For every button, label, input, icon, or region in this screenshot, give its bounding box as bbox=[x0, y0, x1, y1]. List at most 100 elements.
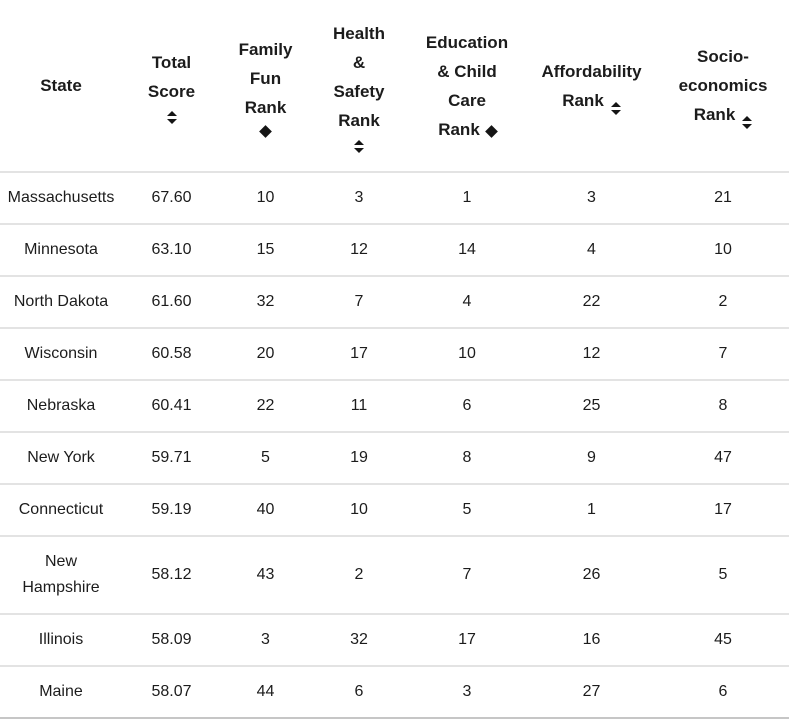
diamond-icon bbox=[259, 125, 272, 138]
cell-state: Minnesota bbox=[0, 224, 122, 277]
column-header-label-line: Rank bbox=[410, 115, 524, 144]
cell-education_child_care_rank: 8 bbox=[408, 432, 526, 485]
cell-health_safety_rank: 19 bbox=[310, 432, 408, 485]
sort-up-triangle bbox=[742, 116, 753, 121]
header-icon-line bbox=[312, 139, 406, 153]
column-header-label-line: & bbox=[352, 52, 366, 72]
cell-socio_economics_rank: 6 bbox=[657, 666, 789, 719]
sort-arrows-icon bbox=[166, 110, 177, 124]
column-header-label-line: Safety bbox=[333, 81, 385, 101]
sort-up-triangle bbox=[610, 101, 621, 107]
cell-state: Nebraska bbox=[0, 380, 122, 433]
cell-total_score: 59.19 bbox=[122, 484, 221, 537]
cell-education_child_care_rank: 5 bbox=[408, 484, 526, 537]
cell-total_score: 61.60 bbox=[122, 276, 221, 329]
cell-socio_economics_rank: 10 bbox=[657, 224, 789, 277]
cell-socio_economics_rank: 47 bbox=[657, 432, 789, 485]
table-row: New Hampshire 58.12 43 2 7 26 5 bbox=[0, 536, 789, 615]
column-header-total_score[interactable]: Total Score bbox=[122, 0, 221, 173]
column-header-education_child_care_rank[interactable]: Education & Child Care Rank bbox=[408, 0, 526, 173]
cell-family_fun_rank: 40 bbox=[221, 484, 310, 537]
column-header-label-line: Rank bbox=[528, 86, 655, 115]
cell-health_safety_rank: 12 bbox=[310, 224, 408, 277]
cell-total_score: 60.41 bbox=[122, 380, 221, 433]
column-header-socio_economics_rank[interactable]: Socio-economics Rank bbox=[657, 0, 789, 173]
cell-state: Maine bbox=[0, 666, 122, 719]
cell-family_fun_rank: 10 bbox=[221, 172, 310, 225]
table-row: Minnesota 63.10 15 12 14 4 10 bbox=[0, 224, 789, 277]
column-header-label-line: Rank bbox=[659, 100, 787, 129]
column-header-health_safety_rank[interactable]: Health & Safety Rank bbox=[310, 0, 408, 173]
cell-health_safety_rank: 11 bbox=[310, 380, 408, 433]
cell-state: Wisconsin bbox=[0, 328, 122, 381]
cell-education_child_care_rank: 7 bbox=[408, 536, 526, 615]
cell-education_child_care_rank: 10 bbox=[408, 328, 526, 381]
column-header-label-line: Rank bbox=[338, 110, 380, 130]
sort-down-triangle bbox=[610, 109, 621, 115]
cell-state: Illinois bbox=[0, 614, 122, 667]
column-header-label-line: Fun bbox=[249, 69, 282, 88]
column-header-label-line: Care bbox=[448, 90, 486, 110]
cell-total_score: 67.60 bbox=[122, 172, 221, 225]
cell-family_fun_rank: 15 bbox=[221, 224, 310, 277]
column-header-label-line: Socio- bbox=[697, 47, 749, 66]
header-icon-line bbox=[223, 125, 308, 138]
table-row: Wisconsin 60.58 20 17 10 12 7 bbox=[0, 328, 789, 381]
cell-socio_economics_rank: 21 bbox=[657, 172, 789, 225]
table-row: Nebraska 60.41 22 11 6 25 8 bbox=[0, 380, 789, 433]
column-header-state: State bbox=[0, 0, 122, 173]
sort-down-triangle bbox=[166, 118, 177, 124]
cell-family_fun_rank: 22 bbox=[221, 380, 310, 433]
sort-down-triangle bbox=[354, 147, 364, 153]
sort-up-triangle bbox=[166, 110, 177, 116]
cell-affordability_rank: 27 bbox=[526, 666, 657, 719]
cell-total_score: 58.09 bbox=[122, 614, 221, 667]
sort-down-triangle bbox=[742, 124, 753, 129]
diamond-icon bbox=[484, 124, 498, 138]
cell-family_fun_rank: 20 bbox=[221, 328, 310, 381]
column-header-label-line: Family bbox=[238, 40, 293, 59]
cell-education_child_care_rank: 1 bbox=[408, 172, 526, 225]
header-row: State Total Score Family Fun Rank Health & Safet… bbox=[0, 0, 789, 173]
sort-arrows-icon bbox=[354, 139, 364, 153]
table-row: Illinois 58.09 3 32 17 16 45 bbox=[0, 614, 789, 667]
cell-state: North Dakota bbox=[0, 276, 122, 329]
cell-health_safety_rank: 7 bbox=[310, 276, 408, 329]
cell-affordability_rank: 1 bbox=[526, 484, 657, 537]
cell-health_safety_rank: 6 bbox=[310, 666, 408, 719]
cell-socio_economics_rank: 7 bbox=[657, 328, 789, 381]
table-row: Massachusetts 67.60 10 3 1 3 21 bbox=[0, 172, 789, 225]
cell-education_child_care_rank: 17 bbox=[408, 614, 526, 667]
cell-socio_economics_rank: 5 bbox=[657, 536, 789, 615]
cell-affordability_rank: 26 bbox=[526, 536, 657, 615]
cell-total_score: 59.71 bbox=[122, 432, 221, 485]
column-header-family_fun_rank[interactable]: Family Fun Rank bbox=[221, 0, 310, 173]
cell-total_score: 63.10 bbox=[122, 224, 221, 277]
cell-education_child_care_rank: 3 bbox=[408, 666, 526, 719]
cell-total_score: 58.12 bbox=[122, 536, 221, 615]
column-header-label-line: Education bbox=[425, 32, 509, 52]
cell-family_fun_rank: 3 bbox=[221, 614, 310, 667]
cell-health_safety_rank: 17 bbox=[310, 328, 408, 381]
column-header-label-line: Total bbox=[151, 52, 192, 72]
cell-health_safety_rank: 10 bbox=[310, 484, 408, 537]
cell-state: Connecticut bbox=[0, 484, 122, 537]
column-header-affordability_rank[interactable]: Affordability Rank bbox=[526, 0, 657, 173]
cell-state: New York bbox=[0, 432, 122, 485]
table-row: Connecticut 59.19 40 10 5 1 17 bbox=[0, 484, 789, 537]
cell-socio_economics_rank: 8 bbox=[657, 380, 789, 433]
table-row: North Dakota 61.60 32 7 4 22 2 bbox=[0, 276, 789, 329]
column-header-label-line: Health bbox=[333, 23, 385, 43]
cell-affordability_rank: 22 bbox=[526, 276, 657, 329]
column-header-label-line: State bbox=[40, 76, 82, 95]
cell-socio_economics_rank: 2 bbox=[657, 276, 789, 329]
table-row: Maine 58.07 44 6 3 27 6 bbox=[0, 666, 789, 719]
cell-health_safety_rank: 3 bbox=[310, 172, 408, 225]
sort-arrows-icon bbox=[610, 101, 621, 115]
sort-up-triangle bbox=[354, 139, 364, 145]
cell-total_score: 60.58 bbox=[122, 328, 221, 381]
cell-state: Massachusetts bbox=[0, 172, 122, 225]
cell-affordability_rank: 16 bbox=[526, 614, 657, 667]
